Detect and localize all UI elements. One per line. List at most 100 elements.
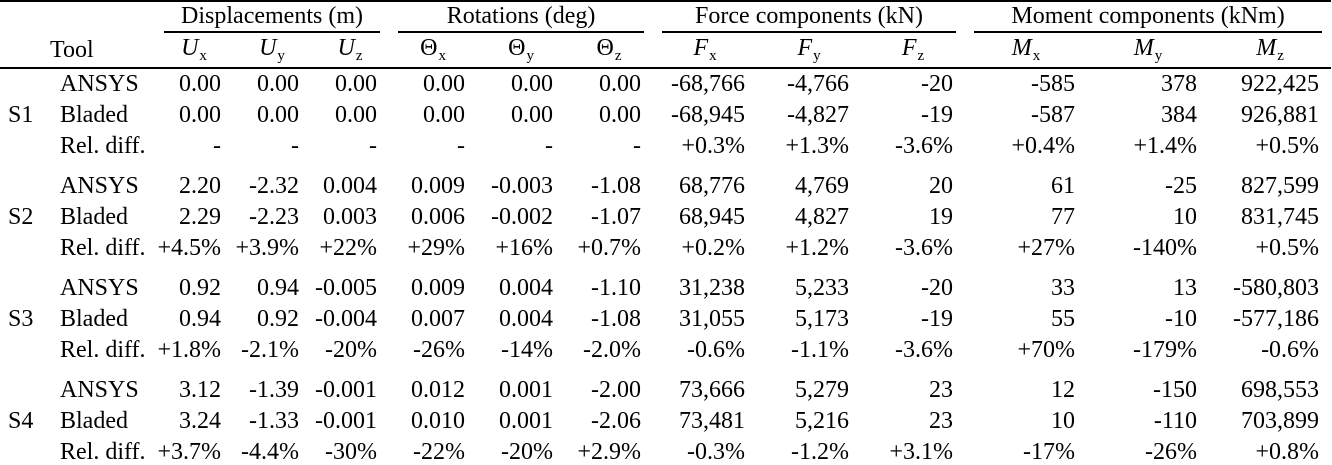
value-cell: -0.004: [315, 306, 378, 332]
value-cell: 0.00: [423, 71, 466, 97]
value-cell: -: [213, 133, 221, 159]
group-label: S1: [8, 102, 34, 128]
col-header-f-z: Fz: [861, 33, 966, 69]
value-cell: 0.00: [511, 102, 554, 128]
col-header-u-x: Ux: [155, 33, 233, 69]
value-cell: 2.29: [179, 204, 221, 230]
value-cell: +27%: [1017, 235, 1076, 261]
column-group-forces: Force components (kN): [653, 1, 965, 33]
value-cell: 0.006: [411, 204, 466, 230]
symbol-u: U: [337, 35, 355, 61]
table-row: S4 ANSYS 3.12 -1.39 -0.001 0.012 0.001 -2.00 73,…: [0, 375, 1331, 434]
tool-cell: Bladed: [60, 204, 128, 230]
col-header-theta-y: Θy: [477, 33, 566, 69]
value-cell: +22%: [319, 235, 378, 261]
group-label: S3: [8, 306, 34, 332]
value-cell: 23: [929, 377, 954, 403]
col-header-u-y: Uy: [233, 33, 311, 69]
group-label-column-header: [0, 33, 50, 69]
value-cell: -25: [1165, 173, 1198, 199]
col-header-f-y: Fy: [757, 33, 862, 69]
value-cell: +1.3%: [785, 133, 850, 159]
value-cell: -: [369, 133, 378, 159]
col-header-m-x: Mx: [965, 33, 1088, 69]
symbol-f: F: [693, 35, 709, 61]
value-cell: -2.0%: [583, 337, 642, 363]
table-row: Rel. diff. +1.8% -2.1% -20% -26% -14% -2.0% -0.…: [0, 335, 1331, 366]
col-header-u-z: Uz: [311, 33, 390, 69]
value-cell: 10: [1173, 204, 1198, 230]
value-cell: -0.005: [315, 275, 378, 301]
value-cell: 0.00: [335, 102, 378, 128]
value-cell: -20: [921, 71, 954, 97]
value-cell: -2.06: [591, 408, 642, 434]
value-cell: +0.2%: [681, 235, 746, 261]
group-spacer-cell: [0, 366, 1331, 375]
value-cell: 0.92: [179, 275, 221, 301]
value-cell: -1.39: [249, 377, 299, 403]
value-cell: -577,186: [1233, 306, 1320, 332]
column-group-moments-label: Moment components (kNm): [974, 2, 1323, 33]
value-cell: -22%: [413, 439, 466, 465]
value-cell: -: [457, 133, 466, 159]
value-cell: 0.004: [499, 275, 554, 301]
value-cell: 68,776: [679, 173, 746, 199]
value-cell: -0.3%: [687, 439, 746, 465]
value-cell: 5,279: [795, 377, 850, 403]
value-cell: 55: [1051, 306, 1076, 332]
group-label: S2: [8, 204, 34, 230]
value-cell: 0.009: [411, 275, 466, 301]
value-cell: 831,745: [1241, 204, 1320, 230]
value-cell: 384: [1161, 102, 1198, 128]
tool-cell: Bladed: [60, 408, 128, 434]
value-cell: -0.003: [491, 173, 554, 199]
group-header-row: Displacements (m) Rotations (deg) Force …: [0, 1, 1331, 33]
value-cell: -17%: [1023, 439, 1076, 465]
value-cell: 5,233: [795, 275, 850, 301]
group-spacer: [0, 366, 1331, 375]
value-cell: -: [291, 133, 299, 159]
value-cell: -20%: [501, 439, 554, 465]
value-cell: -68,766: [671, 71, 746, 97]
value-cell: 0.00: [335, 71, 378, 97]
value-cell: 0.00: [179, 102, 221, 128]
tool-cell: Bladed: [60, 102, 128, 128]
value-cell: 31,238: [679, 275, 746, 301]
value-cell: -3.6%: [895, 133, 954, 159]
value-cell: 4,827: [795, 204, 850, 230]
value-cell: +2.9%: [577, 439, 642, 465]
value-cell: 703,899: [1241, 408, 1320, 434]
value-cell: 0.007: [411, 306, 466, 332]
value-cell: 0.009: [411, 173, 466, 199]
value-cell: -26%: [1145, 439, 1198, 465]
value-cell: 0.94: [257, 275, 299, 301]
value-cell: 0.00: [179, 71, 221, 97]
value-cell: -4.4%: [241, 439, 299, 465]
value-cell: -68,945: [671, 102, 746, 128]
value-cell: -3.6%: [895, 337, 954, 363]
value-cell: -2.32: [249, 173, 299, 199]
value-cell: 0.92: [257, 306, 299, 332]
symbol-f: F: [901, 35, 917, 61]
group-spacer: [0, 162, 1331, 171]
value-cell: 0.012: [411, 377, 466, 403]
header-corner: [0, 1, 155, 33]
value-cell: 926,881: [1241, 102, 1320, 128]
tool-header: Tool: [50, 33, 155, 69]
column-group-moments: Moment components (kNm): [965, 1, 1331, 33]
value-cell: +0.3%: [681, 133, 746, 159]
value-cell: 73,666: [679, 377, 746, 403]
value-cell: -150: [1153, 377, 1198, 403]
value-cell: -585: [1031, 71, 1076, 97]
value-cell: -580,803: [1233, 275, 1320, 301]
value-cell: -30%: [325, 439, 378, 465]
table-row: Bladed 2.29 -2.23 0.003 0.006 -0.002 -1.07 68,9…: [0, 202, 1331, 233]
value-cell: -20%: [325, 337, 378, 363]
value-cell: +3.9%: [235, 235, 299, 261]
symbol-u: U: [181, 35, 199, 61]
value-cell: 0.001: [499, 408, 554, 434]
table-body: S1 ANSYS 0.00 0.00 0.00 0.00 0.00 0.00 -68,766 -4…: [0, 68, 1331, 465]
value-cell: 12: [1051, 377, 1076, 403]
subscript-y: y: [277, 48, 285, 64]
value-cell: +0.5%: [1255, 133, 1320, 159]
